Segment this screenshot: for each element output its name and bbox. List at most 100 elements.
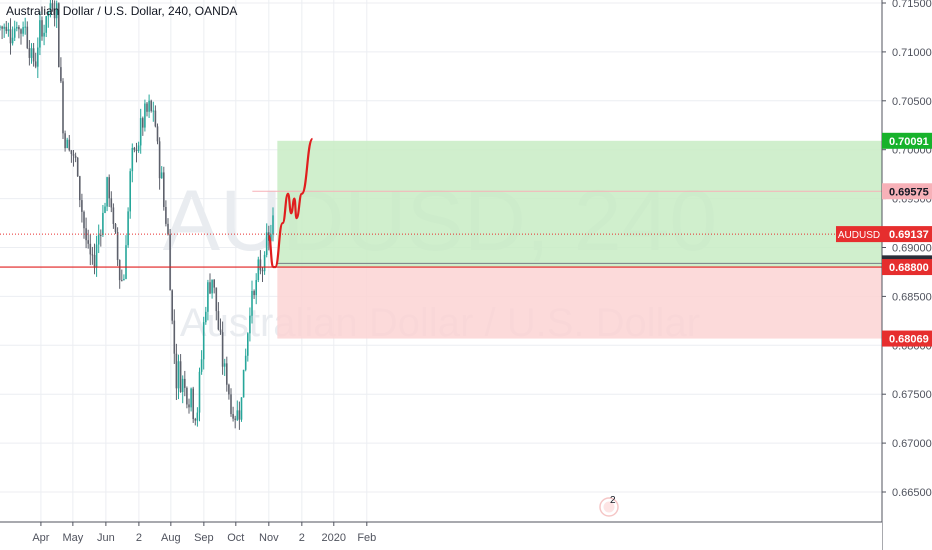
candle-body bbox=[81, 200, 83, 212]
stop-zone bbox=[277, 267, 883, 339]
candle-body bbox=[188, 404, 190, 408]
candle-body bbox=[169, 234, 171, 291]
candle-body bbox=[55, 3, 58, 19]
entry-price-label-box bbox=[882, 259, 932, 276]
candle-body bbox=[173, 320, 176, 354]
candle-body bbox=[100, 234, 102, 236]
candle-body bbox=[217, 311, 220, 330]
candle-body bbox=[205, 311, 207, 323]
candle-body bbox=[106, 177, 108, 207]
events-badge-count: 2 bbox=[610, 495, 616, 506]
candle-body bbox=[152, 110, 155, 112]
candle-body bbox=[74, 155, 77, 158]
candle-body bbox=[265, 232, 268, 255]
candle-body bbox=[148, 100, 150, 112]
candle-body bbox=[244, 355, 247, 370]
candle-body bbox=[32, 48, 35, 62]
candle-body bbox=[194, 419, 197, 421]
candle-body bbox=[125, 245, 127, 279]
candle-body bbox=[144, 103, 146, 128]
candle-body bbox=[268, 232, 270, 241]
candle-body bbox=[85, 228, 87, 241]
candle-body bbox=[37, 47, 39, 67]
candle-body bbox=[93, 255, 96, 268]
candle-body bbox=[89, 243, 92, 255]
time-tick-label: Jun bbox=[97, 532, 115, 544]
candle-body bbox=[242, 369, 245, 398]
candle-body bbox=[91, 254, 94, 256]
candle-body bbox=[118, 260, 121, 281]
candle-body bbox=[66, 139, 68, 149]
candle-body bbox=[186, 387, 188, 405]
candle-body bbox=[127, 211, 129, 246]
candle-body bbox=[146, 103, 148, 112]
price-tick-label: 0.71000 bbox=[892, 47, 932, 59]
projection-line bbox=[267, 137, 314, 269]
candle-body bbox=[87, 240, 89, 244]
candle-body bbox=[160, 172, 163, 179]
candle-body bbox=[184, 378, 186, 388]
candle-body bbox=[200, 359, 203, 372]
candle-body bbox=[142, 118, 144, 128]
candle-body bbox=[232, 414, 234, 419]
candle-body bbox=[190, 388, 192, 408]
candle-body bbox=[62, 81, 64, 134]
target-price-label-box bbox=[882, 132, 932, 149]
candle-body bbox=[196, 412, 199, 421]
candle-body bbox=[247, 333, 249, 356]
candle-body bbox=[22, 27, 24, 34]
events-badge-icon[interactable]: 2 bbox=[596, 494, 622, 520]
candle-body bbox=[47, 11, 50, 17]
price-tick-label: 0.71500 bbox=[892, 0, 932, 10]
candle-body bbox=[259, 259, 262, 271]
candle-body bbox=[171, 290, 173, 321]
candle-body bbox=[234, 418, 236, 420]
target-price-label: 0.70091 bbox=[889, 136, 929, 148]
time-tick-label: Sep bbox=[194, 532, 214, 544]
candle-body bbox=[60, 67, 62, 82]
candle-body bbox=[110, 198, 113, 208]
last-price-label-symbol-box bbox=[836, 226, 882, 243]
candle-body bbox=[238, 410, 241, 420]
candle-body bbox=[58, 3, 60, 68]
candle-body bbox=[207, 282, 209, 312]
candle-body bbox=[28, 48, 31, 58]
candle-body bbox=[150, 100, 152, 111]
time-tick-label: Aug bbox=[161, 532, 181, 544]
candle-body bbox=[108, 177, 110, 199]
candle-body bbox=[137, 145, 140, 152]
candle-body bbox=[112, 207, 115, 224]
candle-body bbox=[219, 329, 222, 333]
time-tick-label: Apr bbox=[32, 532, 49, 544]
candle-body bbox=[43, 32, 45, 37]
candle-body bbox=[7, 29, 10, 32]
candle-body bbox=[228, 384, 230, 395]
candle-body bbox=[221, 332, 224, 367]
symbol-header: Australian Dollar / U.S. Dollar, 240, OA… bbox=[6, 4, 237, 18]
candle-body bbox=[70, 150, 73, 154]
candle-body bbox=[230, 394, 232, 415]
candle-body bbox=[76, 157, 79, 177]
candle-body bbox=[104, 206, 106, 213]
stop-price-label-box bbox=[882, 330, 932, 347]
candle-body bbox=[0, 26, 1, 28]
candle-body bbox=[49, 3, 52, 12]
candle-body bbox=[83, 211, 85, 229]
candle-body bbox=[202, 322, 205, 360]
candle-body bbox=[79, 176, 81, 201]
candle-body bbox=[20, 29, 22, 34]
time-tick-label: 2 bbox=[299, 532, 305, 544]
last-price-label-symbol: AUDUSD bbox=[838, 230, 880, 241]
candle-body bbox=[5, 26, 8, 32]
candle-body bbox=[270, 234, 272, 241]
candle-body bbox=[64, 133, 66, 149]
candle-body bbox=[3, 26, 5, 29]
candle-body bbox=[257, 259, 260, 281]
candle-body bbox=[11, 37, 14, 44]
candle-body bbox=[129, 171, 131, 212]
candle-body bbox=[97, 234, 100, 245]
candle-body bbox=[249, 315, 251, 334]
price-tick-label: 0.69000 bbox=[892, 243, 932, 255]
candle-body bbox=[154, 110, 157, 127]
